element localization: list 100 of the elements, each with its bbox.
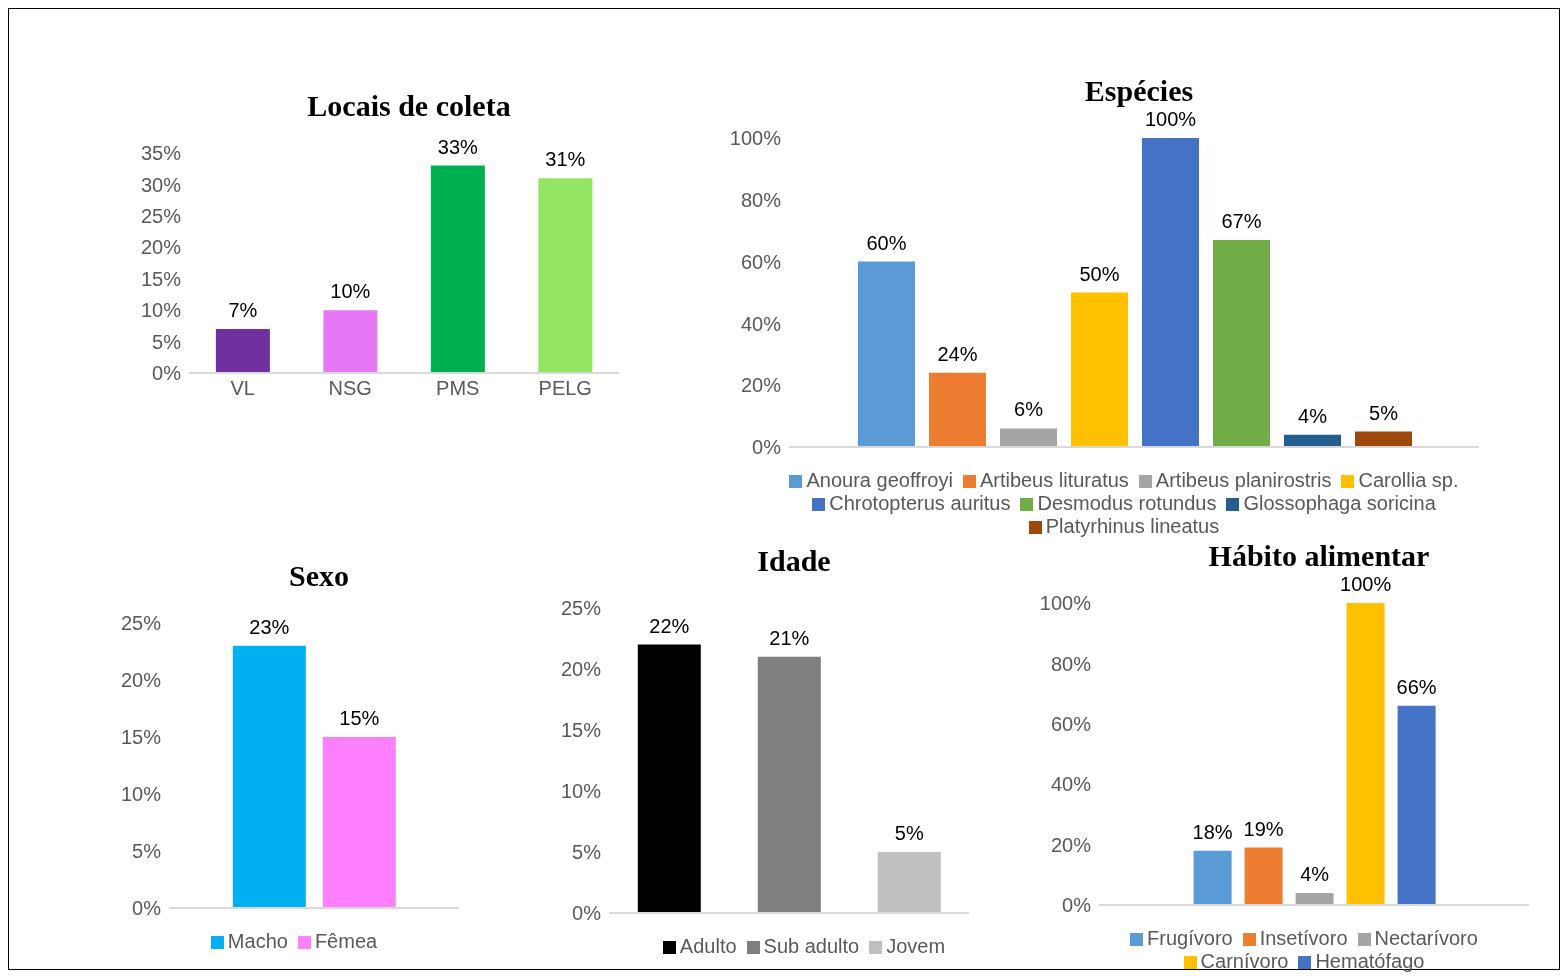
bar [1397,705,1436,905]
data-label: 50% [1079,262,1120,285]
bar [215,329,270,373]
bar [323,310,378,373]
data-label: 6% [1014,398,1044,421]
y-tick-label: 20% [560,658,602,681]
y-tick-label: 10% [120,783,162,806]
y-tick-label: 35% [140,142,182,165]
y-tick-label: 0% [752,436,782,459]
y-tick-label: 0% [572,902,602,925]
data-label: 18% [1192,820,1233,843]
y-tick-label: 25% [560,597,602,620]
data-label: 7% [228,299,258,321]
y-tick-label: 20% [120,669,162,692]
data-label: 60% [866,231,907,254]
bar [1071,292,1128,447]
y-tick-label: 10% [140,299,182,322]
y-tick-label: 0% [1062,894,1092,917]
data-label: 31% [545,148,586,171]
legend-label: Nectarívoro [1374,927,1478,949]
legend-label: Macho [227,930,288,952]
y-tick-label: 20% [740,374,782,397]
chart-title: Hábito alimentar [1207,539,1431,573]
data-label: 5% [1369,401,1399,424]
bar [1142,138,1199,447]
legend-label: Fêmea [314,930,378,952]
y-tick-label: 5% [132,840,162,863]
data-label: 10% [330,280,371,303]
legend-label: Platyrhinus lineatus [1045,515,1220,537]
y-tick-label: 20% [140,236,182,259]
bar [430,165,485,373]
y-tick-label: 80% [1050,652,1092,675]
data-label: 67% [1221,209,1262,232]
bar [757,656,821,913]
y-tick-label: 60% [1050,712,1092,735]
data-label: 5% [894,822,924,844]
legend-label: Glossophaga soricina [1243,492,1436,514]
chart-title: Idade [756,544,832,578]
data-label: 24% [937,342,978,365]
y-tick-label: 0% [132,897,162,920]
y-tick-label: 25% [140,204,182,227]
chart-title: Sexo [288,559,350,593]
bar [1295,892,1334,905]
data-label: 21% [769,626,810,649]
legend-label: Carnívoro [1200,950,1289,972]
y-tick-label: 0% [152,362,182,385]
legend-label: Frugívoro [1147,927,1233,949]
y-tick-label: 100% [729,127,782,150]
data-label: 23% [249,615,290,638]
legend-label: Artibeus planirostris [1155,469,1332,491]
data-label: 22% [649,614,690,637]
bar [1000,428,1057,447]
bar [1244,847,1283,905]
x-tick-label: VL [230,377,255,400]
x-tick-label: NSG [328,377,372,400]
y-tick-label: 15% [120,726,162,749]
y-tick-label: 100% [1039,592,1092,615]
chart-title: Locais de coleta [306,89,512,123]
y-tick-label: 10% [560,780,602,803]
y-tick-label: 5% [572,841,602,864]
bar [929,372,986,447]
y-tick-label: 15% [140,267,182,290]
y-tick-label: 15% [560,719,602,742]
legend-label: Jovem [886,935,946,957]
data-label: 4% [1300,862,1330,885]
y-tick-label: 5% [152,330,182,353]
legend-label: Anoura geoffroyi [806,469,953,491]
data-label: 4% [1298,404,1328,427]
y-tick-label: 25% [120,612,162,635]
y-tick-label: 20% [1050,833,1092,856]
legend-label: Chrotopterus auritus [829,492,1011,514]
data-label: 100% [1144,108,1197,130]
legend-label: Insetívoro [1259,927,1348,949]
legend-label: Hematófago [1315,950,1425,972]
bar [637,644,701,913]
y-tick-label: 40% [1050,773,1092,796]
y-tick-label: 30% [140,173,182,196]
legend-label: Carollia sp. [1358,469,1459,491]
data-label: 33% [437,135,479,158]
legend-label: Sub adulto [763,935,860,957]
data-label: 100% [1340,573,1392,595]
bar [1346,603,1385,905]
x-tick-label: PMS [436,377,480,400]
chart-title: Espécies [1083,74,1195,108]
bar [538,178,593,373]
legend-label: Adulto [679,935,737,957]
legend-label: Artibeus lituratus [979,469,1129,491]
bar [877,852,941,913]
y-tick-label: 40% [740,312,782,335]
bar [858,261,915,447]
y-tick-label: 60% [740,250,782,273]
bar [1193,850,1232,905]
legend-label: Desmodus rotundus [1037,492,1217,514]
data-label: 15% [339,707,380,729]
data-label: 19% [1243,817,1284,840]
bar [1213,239,1270,447]
bar [1355,431,1412,447]
y-tick-label: 80% [740,188,782,211]
x-tick-label: PELG [538,377,592,400]
data-label: 66% [1396,675,1437,698]
